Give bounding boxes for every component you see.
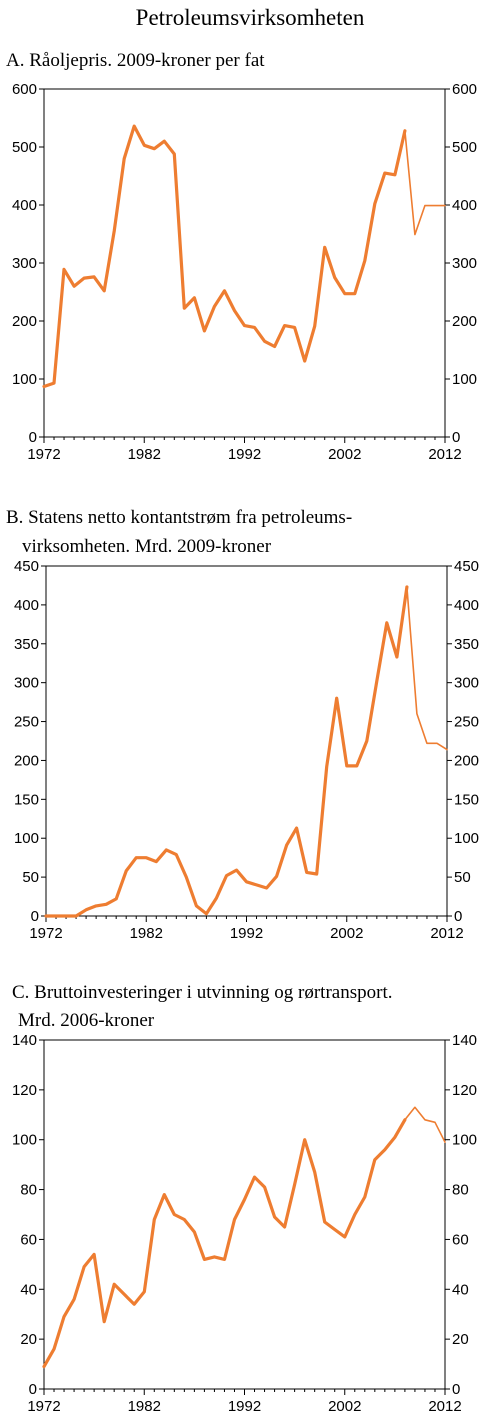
series-line-actual	[42, 124, 407, 389]
plot-frame	[43, 88, 446, 438]
x-tick-label: 2002	[330, 925, 363, 942]
y-tick-label: 20	[20, 1331, 37, 1348]
x-tick-label: 2002	[328, 446, 361, 463]
series-line-projection	[406, 586, 448, 751]
y-tick-label: 50	[22, 869, 39, 886]
panel-title-line: virksomheten. Mrd. 2009-kroner	[22, 536, 272, 557]
y2-tick-label: 0	[452, 1381, 460, 1398]
y2-tick-label: 50	[454, 869, 471, 886]
y2-tick-label: 100	[452, 371, 477, 388]
x-tick-label: 1982	[128, 446, 161, 463]
y2-tick-label: 200	[452, 313, 477, 330]
panel-title-line: A. Råoljepris. 2009-kroner per fat	[6, 50, 265, 71]
y-tick-label: 200	[12, 313, 37, 330]
y-tick-label: 350	[14, 636, 39, 653]
y-tick-label: 300	[12, 255, 37, 272]
y2-tick-label: 600	[452, 81, 477, 98]
plot-frame	[45, 565, 448, 917]
y2-tick-label: 400	[454, 597, 479, 614]
y-tick-label: 300	[14, 675, 39, 692]
y-tick-label: 60	[20, 1231, 37, 1248]
y2-tick-label: 150	[454, 791, 479, 808]
y2-tick-label: 140	[452, 1032, 477, 1049]
panel-title-line: Mrd. 2006-kroner	[18, 1010, 155, 1031]
y2-tick-label: 100	[452, 1132, 477, 1149]
y2-tick-label: 200	[454, 752, 479, 769]
y2-tick-label: 120	[452, 1082, 477, 1099]
y2-tick-label: 350	[454, 636, 479, 653]
x-tick-label: 1992	[230, 925, 263, 942]
panel-title-line: B. Statens netto kontantstrøm fra petrol…	[6, 507, 352, 528]
x-tick-label: 2002	[328, 1398, 361, 1415]
y2-tick-label: 0	[454, 908, 462, 925]
x-tick-label: 1972	[27, 1398, 60, 1415]
y2-tick-label: 400	[452, 197, 477, 214]
x-tick-label: 1982	[128, 1398, 161, 1415]
y2-tick-label: 0	[452, 429, 460, 446]
y2-tick-label: 250	[454, 714, 479, 731]
y-tick-label: 500	[12, 139, 37, 156]
x-tick-label: 2012	[430, 925, 463, 942]
y2-tick-label: 100	[454, 830, 479, 847]
series-line-actual	[42, 1118, 407, 1369]
y-tick-label: 80	[20, 1182, 37, 1199]
panel-c: C. Bruttoinvesteringer i utvinning og rø…	[12, 982, 477, 1415]
x-tick-label: 1992	[228, 446, 261, 463]
panels: A. Råoljepris. 2009-kroner per fat 0 0 100 1…	[6, 50, 479, 1415]
x-tick-label: 1982	[130, 925, 163, 942]
y-tick-label: 600	[12, 81, 37, 98]
x-tick-label: 2012	[428, 446, 461, 463]
y-tick-label: 100	[14, 830, 39, 847]
y2-tick-label: 300	[454, 675, 479, 692]
series-line-actual	[44, 585, 409, 918]
y2-tick-label: 20	[452, 1331, 469, 1348]
figure-title: Petroleumsvirksomheten	[136, 5, 365, 30]
y2-tick-label: 40	[452, 1281, 469, 1298]
y2-tick-label: 80	[452, 1182, 469, 1199]
y-tick-label: 150	[14, 791, 39, 808]
y-tick-label: 400	[12, 197, 37, 214]
y-tick-label: 250	[14, 714, 39, 731]
y2-tick-label: 60	[452, 1231, 469, 1248]
series-line-projection	[404, 130, 446, 236]
y2-tick-label: 450	[454, 558, 479, 575]
y-tick-label: 100	[12, 1132, 37, 1149]
x-tick-label: 1972	[29, 925, 62, 942]
y-tick-label: 40	[20, 1281, 37, 1298]
y-tick-label: 450	[14, 558, 39, 575]
plot-frame	[43, 1039, 446, 1390]
panel-title-line: C. Bruttoinvesteringer i utvinning og rø…	[12, 982, 392, 1003]
y2-tick-label: 500	[452, 139, 477, 156]
y-tick-label: 100	[12, 371, 37, 388]
y-tick-label: 0	[31, 908, 39, 925]
y-tick-label: 140	[12, 1032, 37, 1049]
x-tick-label: 2012	[428, 1398, 461, 1415]
y-tick-label: 200	[14, 752, 39, 769]
panel-b: B. Statens netto kontantstrøm fra petrol…	[6, 507, 479, 942]
y2-tick-label: 300	[452, 255, 477, 272]
series-line-projection	[404, 1106, 446, 1143]
x-tick-label: 1992	[228, 1398, 261, 1415]
y-tick-label: 0	[29, 1381, 37, 1398]
y-tick-label: 400	[14, 597, 39, 614]
x-tick-label: 1972	[27, 446, 60, 463]
y-tick-label: 0	[29, 429, 37, 446]
panel-a: A. Råoljepris. 2009-kroner per fat 0 0 100 1…	[6, 50, 477, 463]
y-tick-label: 120	[12, 1082, 37, 1099]
